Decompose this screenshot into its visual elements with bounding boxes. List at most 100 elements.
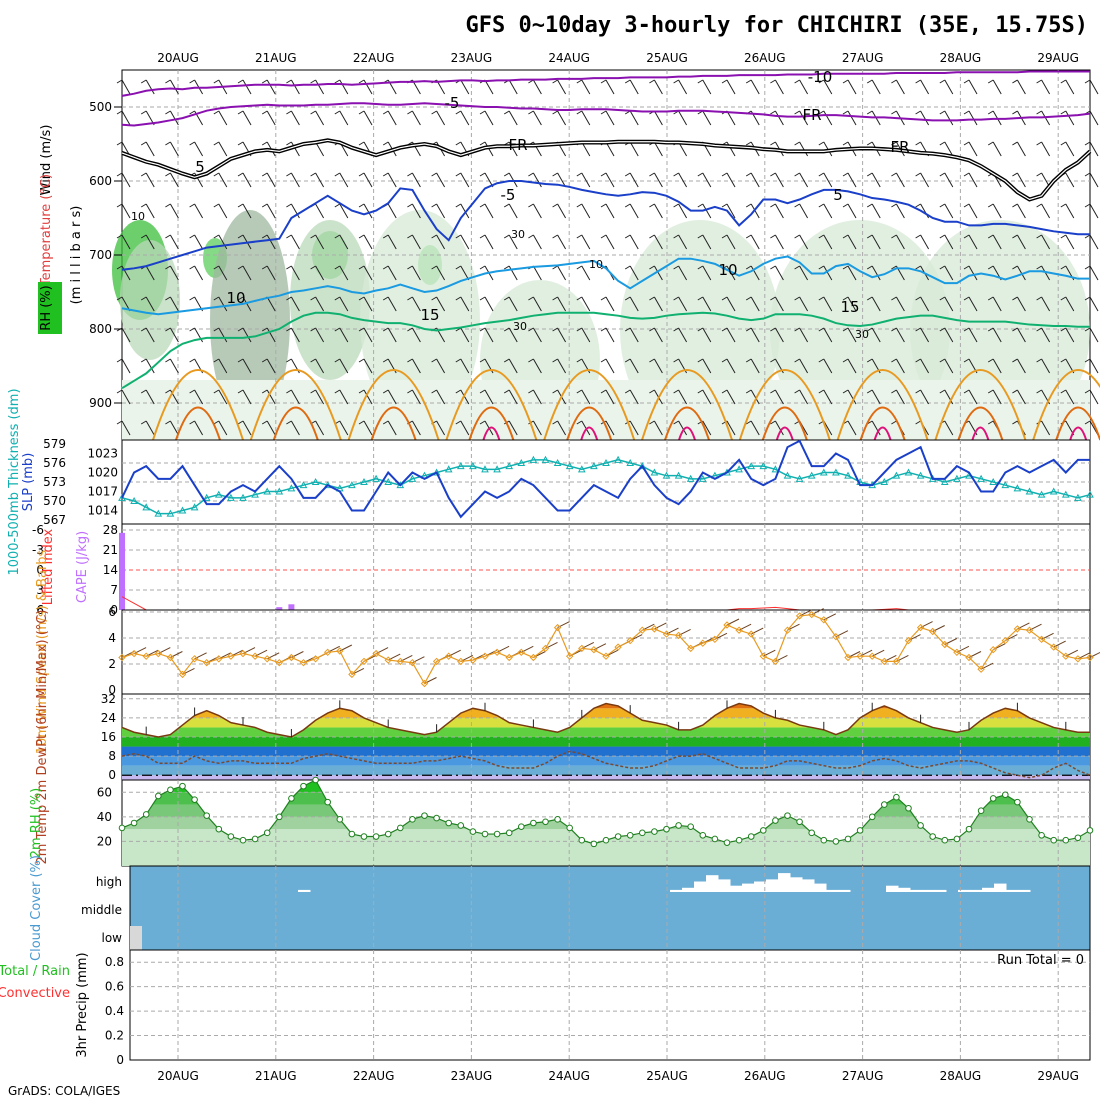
date-label-bottom: 20AUG [157,1069,199,1083]
barb-flag [479,296,486,301]
barb-flag [866,265,873,270]
barb-staff [678,265,688,281]
wind-barb [407,265,421,281]
barb-flag [649,203,655,208]
barb-flag [165,327,171,332]
thickness-point [505,462,514,470]
barb-flag [987,110,994,115]
barb-staff [871,420,881,436]
wind-barb [745,234,760,250]
wind-barb [842,172,857,188]
barb-flag [286,203,292,208]
wind-speed-point [396,657,405,666]
barb-staff [266,389,276,405]
barb-flag [770,234,776,239]
wind-barb [745,265,760,281]
rh-point [384,830,392,838]
wind-barb [503,203,518,219]
thickness-point [977,474,985,482]
barb-flag [745,141,752,146]
thickness-point [348,481,356,489]
rh-point [856,827,864,834]
barb-staff [557,79,567,95]
wind-barb [770,79,784,95]
barb-staff [750,296,760,312]
wind-speed-point [420,679,429,688]
barb-staff [218,327,228,343]
barb-flag [503,358,510,363]
barb-flag [189,358,195,363]
barb-flag [528,203,534,208]
barb-flag [165,79,171,84]
barb-flag [697,389,704,394]
barb-flag [310,265,316,270]
barb-staff [363,234,373,250]
wind-barb [1084,141,1099,157]
wind-barb [431,172,446,188]
barb-staff [750,265,760,281]
wind-barb [479,389,494,405]
wind-barb [1012,389,1026,405]
thickness-point [674,471,683,479]
barb-flag [939,110,946,115]
wind-barb [286,265,300,281]
barb-staff [1041,296,1051,312]
barb-staff [992,141,1002,157]
wind-barb [987,203,1002,219]
barb-flag [479,172,486,177]
barb-flag [165,296,171,301]
barb-flag [745,265,752,270]
wind-barb [455,358,470,374]
wind-barb [939,79,954,95]
barb-staff [460,172,470,188]
barb-staff [581,203,591,219]
barb-staff [653,265,663,281]
date-label-top: 23AUG [451,51,493,65]
wind-speed-point [384,656,392,664]
wind-barb [891,296,905,312]
barb-staff [121,203,131,219]
wind-barb [407,296,421,312]
temp-contour-25 [957,406,1004,441]
barb-flag [939,141,946,146]
barb-staff [121,110,131,126]
cape-bar [288,604,295,610]
wind-barb [431,296,446,312]
barb-staff [992,234,1002,250]
barb-flag [213,265,220,270]
barb-staff [750,203,760,219]
wind-barb [794,265,809,281]
barb-flag [1060,234,1067,239]
barb-staff [944,234,954,250]
barb-staff [653,79,663,95]
barb-flag [891,203,897,208]
barb-staff [799,79,809,95]
wind-barb [358,420,373,436]
barb-flag [624,234,631,239]
barb-staff [581,389,591,405]
wind-tick-label: 4 [108,631,116,645]
temp-tick-label: 0 [108,768,116,782]
barb-flag [237,327,244,332]
barb-flag [431,234,437,239]
thickness-point [287,484,296,492]
barb-flag [600,389,607,394]
barb-staff [484,327,494,343]
barb-staff [363,79,373,95]
temp-contour-20 [934,369,1027,441]
wind-barb [334,79,349,95]
temp-contour-30 [873,426,892,441]
barb-flag [552,265,558,270]
wind-barb [552,265,567,281]
wind-barb [866,296,881,312]
barb-flag [818,172,825,177]
barb-staff [702,172,712,188]
barb-flag [407,296,413,301]
barb-flag [1036,141,1042,146]
thickness-point [1001,481,1010,489]
barb-flag [165,420,171,425]
barb-staff [508,296,518,312]
wind-barb [286,141,300,157]
wind-barb [721,79,736,95]
temp-contour-30 [580,426,599,441]
